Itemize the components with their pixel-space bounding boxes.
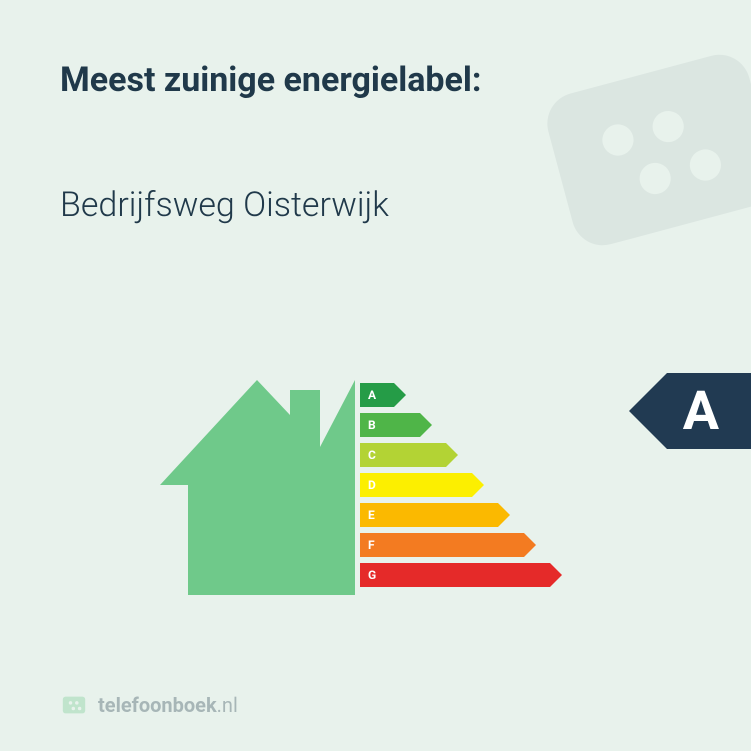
energy-bar-f: F xyxy=(360,533,562,557)
energy-bar-g: G xyxy=(360,563,562,587)
watermark-icon xyxy=(502,0,751,309)
bar-label: G xyxy=(368,563,376,587)
bar-label: B xyxy=(368,413,376,437)
page-heading: Meest zuinige energielabel: xyxy=(60,60,482,100)
bar-label: C xyxy=(368,443,376,467)
badge-arrow xyxy=(629,373,667,449)
energy-label-chart: ABCDEFG xyxy=(160,380,590,600)
badge-letter: A xyxy=(683,380,719,443)
bar-label: E xyxy=(368,503,375,527)
rating-badge: A xyxy=(629,373,751,449)
book-icon xyxy=(60,691,88,719)
bar-label: A xyxy=(368,383,376,407)
footer-brand-name: telefoonboek xyxy=(98,693,217,717)
energy-bar-a: A xyxy=(360,383,562,407)
footer-tld: .nl xyxy=(217,693,238,717)
energy-bar-b: B xyxy=(360,413,562,437)
house-icon xyxy=(160,380,355,595)
badge-body: A xyxy=(667,373,751,449)
footer-text: telefoonboek.nl xyxy=(98,693,238,717)
energy-bars: ABCDEFG xyxy=(360,383,562,593)
energy-bar-d: D xyxy=(360,473,562,497)
energy-bar-e: E xyxy=(360,503,562,527)
energy-bar-c: C xyxy=(360,443,562,467)
bar-label: D xyxy=(368,473,376,497)
bar-label: F xyxy=(368,533,375,557)
footer-brand: telefoonboek.nl xyxy=(60,691,238,719)
location-name: Bedrijfsweg Oisterwijk xyxy=(60,185,389,225)
